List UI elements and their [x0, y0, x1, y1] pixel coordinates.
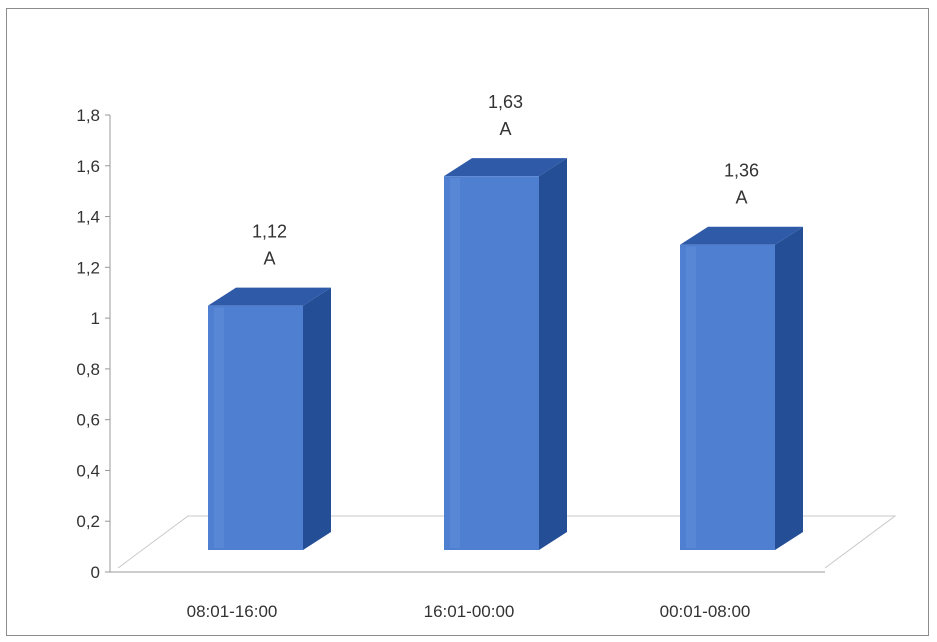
y-tick-label: 1,4	[76, 208, 100, 227]
bar-top-face	[444, 158, 567, 177]
data-label-value: 1,12	[252, 222, 287, 242]
bar-highlight	[686, 246, 696, 548]
bar-highlight	[450, 178, 460, 548]
x-axis: 08:01-16:00 16:01-00:00 00:01-08:00	[187, 602, 751, 621]
y-tick-label: 1,6	[76, 157, 100, 176]
y-tick-label: 0,4	[76, 461, 100, 480]
bar-side-face	[303, 287, 331, 550]
y-tick-label: 0,2	[76, 512, 100, 531]
x-category-label: 16:01-00:00	[424, 602, 515, 621]
x-category-label: 00:01-08:00	[660, 602, 751, 621]
data-label-unit: A	[499, 119, 511, 139]
bars	[208, 158, 803, 550]
bar-side-face	[539, 158, 567, 550]
bar-front-face	[208, 305, 303, 550]
x-category-label: 08:01-16:00	[187, 602, 278, 621]
bar-16:01-00:00	[444, 158, 567, 550]
bar-00:01-08:00	[680, 226, 803, 550]
bar-highlight	[214, 307, 224, 548]
bar-08:01-16:00	[208, 287, 331, 550]
y-tick-label: 0	[91, 563, 100, 582]
y-tick-label: 0,8	[76, 360, 100, 379]
y-axis: 0 0,2 0,4 0,6 0,8 1 1,2 1,4 1,6 1,8	[76, 106, 825, 582]
bar-top-face	[680, 226, 803, 245]
data-label-value: 1,63	[488, 92, 523, 112]
y-tick-label: 1,2	[76, 258, 100, 277]
bar-side-face	[775, 226, 803, 550]
data-label-value: 1,36	[724, 161, 759, 181]
bar-front-face	[444, 176, 539, 550]
data-label-unit: A	[263, 249, 275, 269]
bar-top-face	[208, 287, 331, 306]
data-label-unit: A	[735, 188, 747, 208]
data-labels: 1,12 A 1,63 A 1,36 A	[252, 92, 759, 268]
y-tick-label: 0,6	[76, 411, 100, 430]
y-tick-label: 1	[91, 309, 100, 328]
bar-front-face	[680, 244, 775, 550]
y-tick-label: 1,8	[76, 106, 100, 125]
